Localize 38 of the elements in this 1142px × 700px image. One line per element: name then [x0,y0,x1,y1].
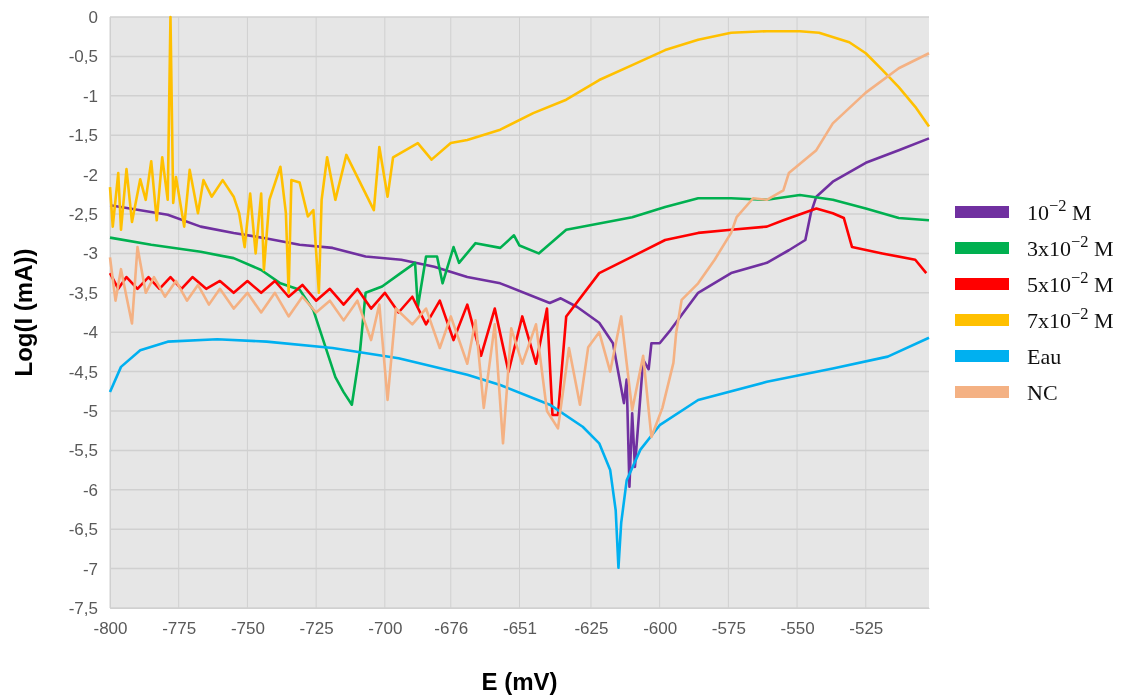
x-tick-label: -750 [230,619,265,639]
legend-label: 3x10$^{−2}$ M [1027,231,1114,261]
y-tick-label: -5 [82,401,98,421]
y-tick-label: -0,5 [68,47,98,67]
y-tick-label: -6 [82,480,98,500]
y-tick-label: -3,5 [68,283,98,303]
x-tick-label: -600 [643,619,678,639]
y-tick-label: -4,5 [68,362,98,382]
y-tick-label: -6,5 [68,520,98,540]
y-tick-label: -1,5 [68,126,98,146]
legend-label: NC [1027,380,1058,405]
y-tick-label: -2,5 [68,204,98,224]
x-tick-label: -700 [368,619,403,639]
legend-label: 10$^{−2}$ M [1027,195,1092,225]
x-tick-label: -525 [849,619,884,639]
y-tick-label: -3 [82,244,98,264]
x-tick-label: -651 [502,619,538,639]
x-tick-label: -775 [162,619,197,639]
legend-label: 7x10$^{−2}$ M [1027,303,1114,333]
x-tick-label: -550 [780,619,815,639]
x-tick-label: -625 [574,619,609,639]
x-tick-label: -725 [299,619,334,639]
y-tick-label: 0 [88,7,98,27]
legend-label: Eau [1027,344,1062,369]
y-tick-label: -2 [82,165,98,185]
y-tick-label: -4 [82,323,98,343]
line-series [108,336,931,570]
y-tick-label: -1 [82,86,98,106]
x-tick-label: -575 [711,619,746,639]
x-tick-label: -676 [434,619,469,639]
line-series [108,51,931,445]
x-tick-label: -800 [93,619,128,639]
y-tick-label: -7 [82,559,98,579]
legend-label: 5x10$^{−2}$ M [1027,267,1114,297]
y-tick-label: -5,5 [68,441,98,461]
x-axis-title: E (mV) [481,668,558,695]
y-tick-label: -7,5 [68,598,98,618]
y-axis-title: Log(I (mA)) [10,248,37,377]
